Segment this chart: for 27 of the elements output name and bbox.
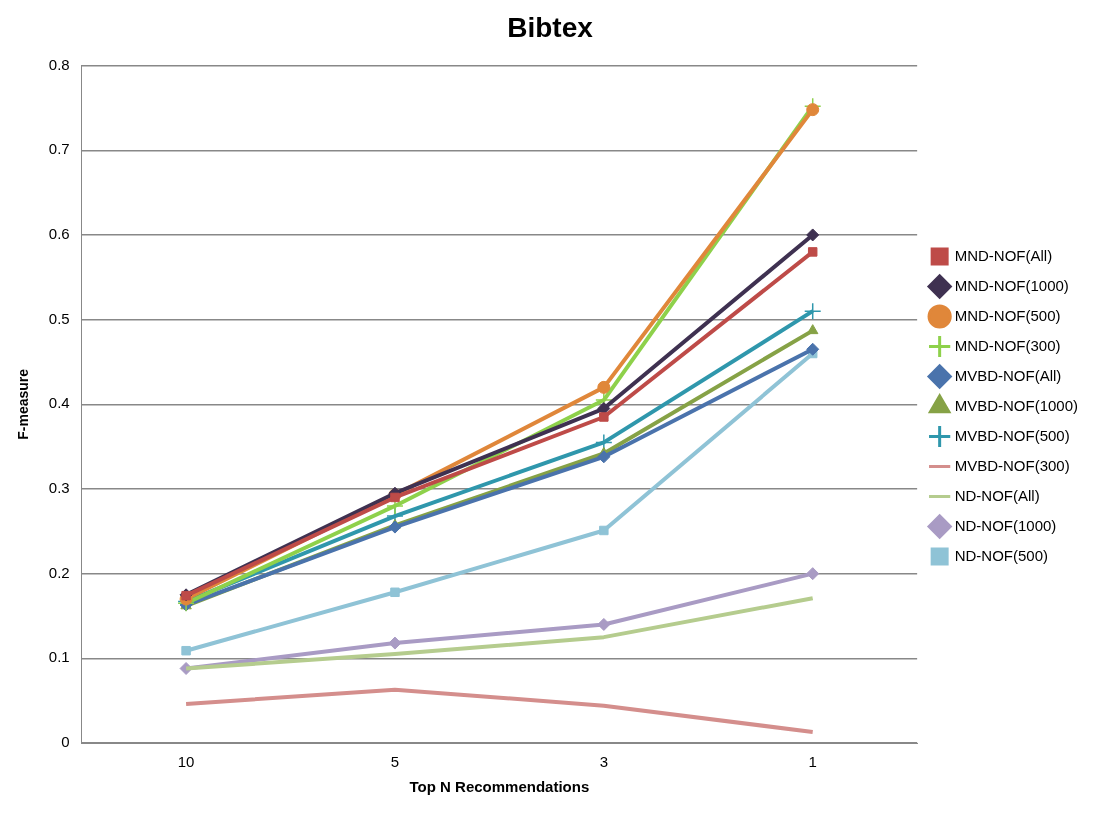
y-tick-label: 0.4: [48, 394, 70, 412]
chart-title: Bibtex: [507, 11, 594, 43]
legend-label: MVBD-NOF(1000): [954, 396, 1078, 414]
y-tick-label: 0.1: [48, 648, 70, 666]
legend-label: ND-NOF(All): [954, 486, 1040, 504]
y-tick-label: 0: [61, 733, 70, 751]
legend-label: MVBD-NOF(500): [954, 426, 1070, 444]
y-tick-label: 0.7: [48, 140, 70, 158]
x-tick-label: 1: [808, 753, 817, 771]
y-axis-title: F-measure: [15, 368, 32, 440]
legend-label: MND-NOF(300): [954, 336, 1061, 354]
x-axis-title: Top N Recommendations: [409, 778, 590, 796]
y-tick-label: 0.3: [48, 479, 70, 497]
legend-label: MND-NOF(All): [954, 246, 1053, 264]
legend-label: MVBD-NOF(300): [954, 456, 1070, 474]
y-tick-label: 0.5: [48, 309, 70, 327]
y-tick-label: 0.8: [48, 55, 70, 73]
legend-label: ND-NOF(1000): [954, 516, 1057, 534]
legend-label: ND-NOF(500): [954, 546, 1048, 564]
x-tick-label: 10: [177, 753, 195, 771]
y-tick-label: 0.6: [48, 225, 70, 243]
legend-label: MND-NOF(500): [954, 306, 1061, 324]
y-tick-label: 0.2: [48, 563, 70, 581]
x-tick-label: 5: [390, 753, 400, 771]
x-tick-label: 3: [599, 753, 609, 771]
legend-label: MND-NOF(1000): [954, 276, 1069, 294]
legend-label: MVBD-NOF(All): [954, 366, 1062, 384]
